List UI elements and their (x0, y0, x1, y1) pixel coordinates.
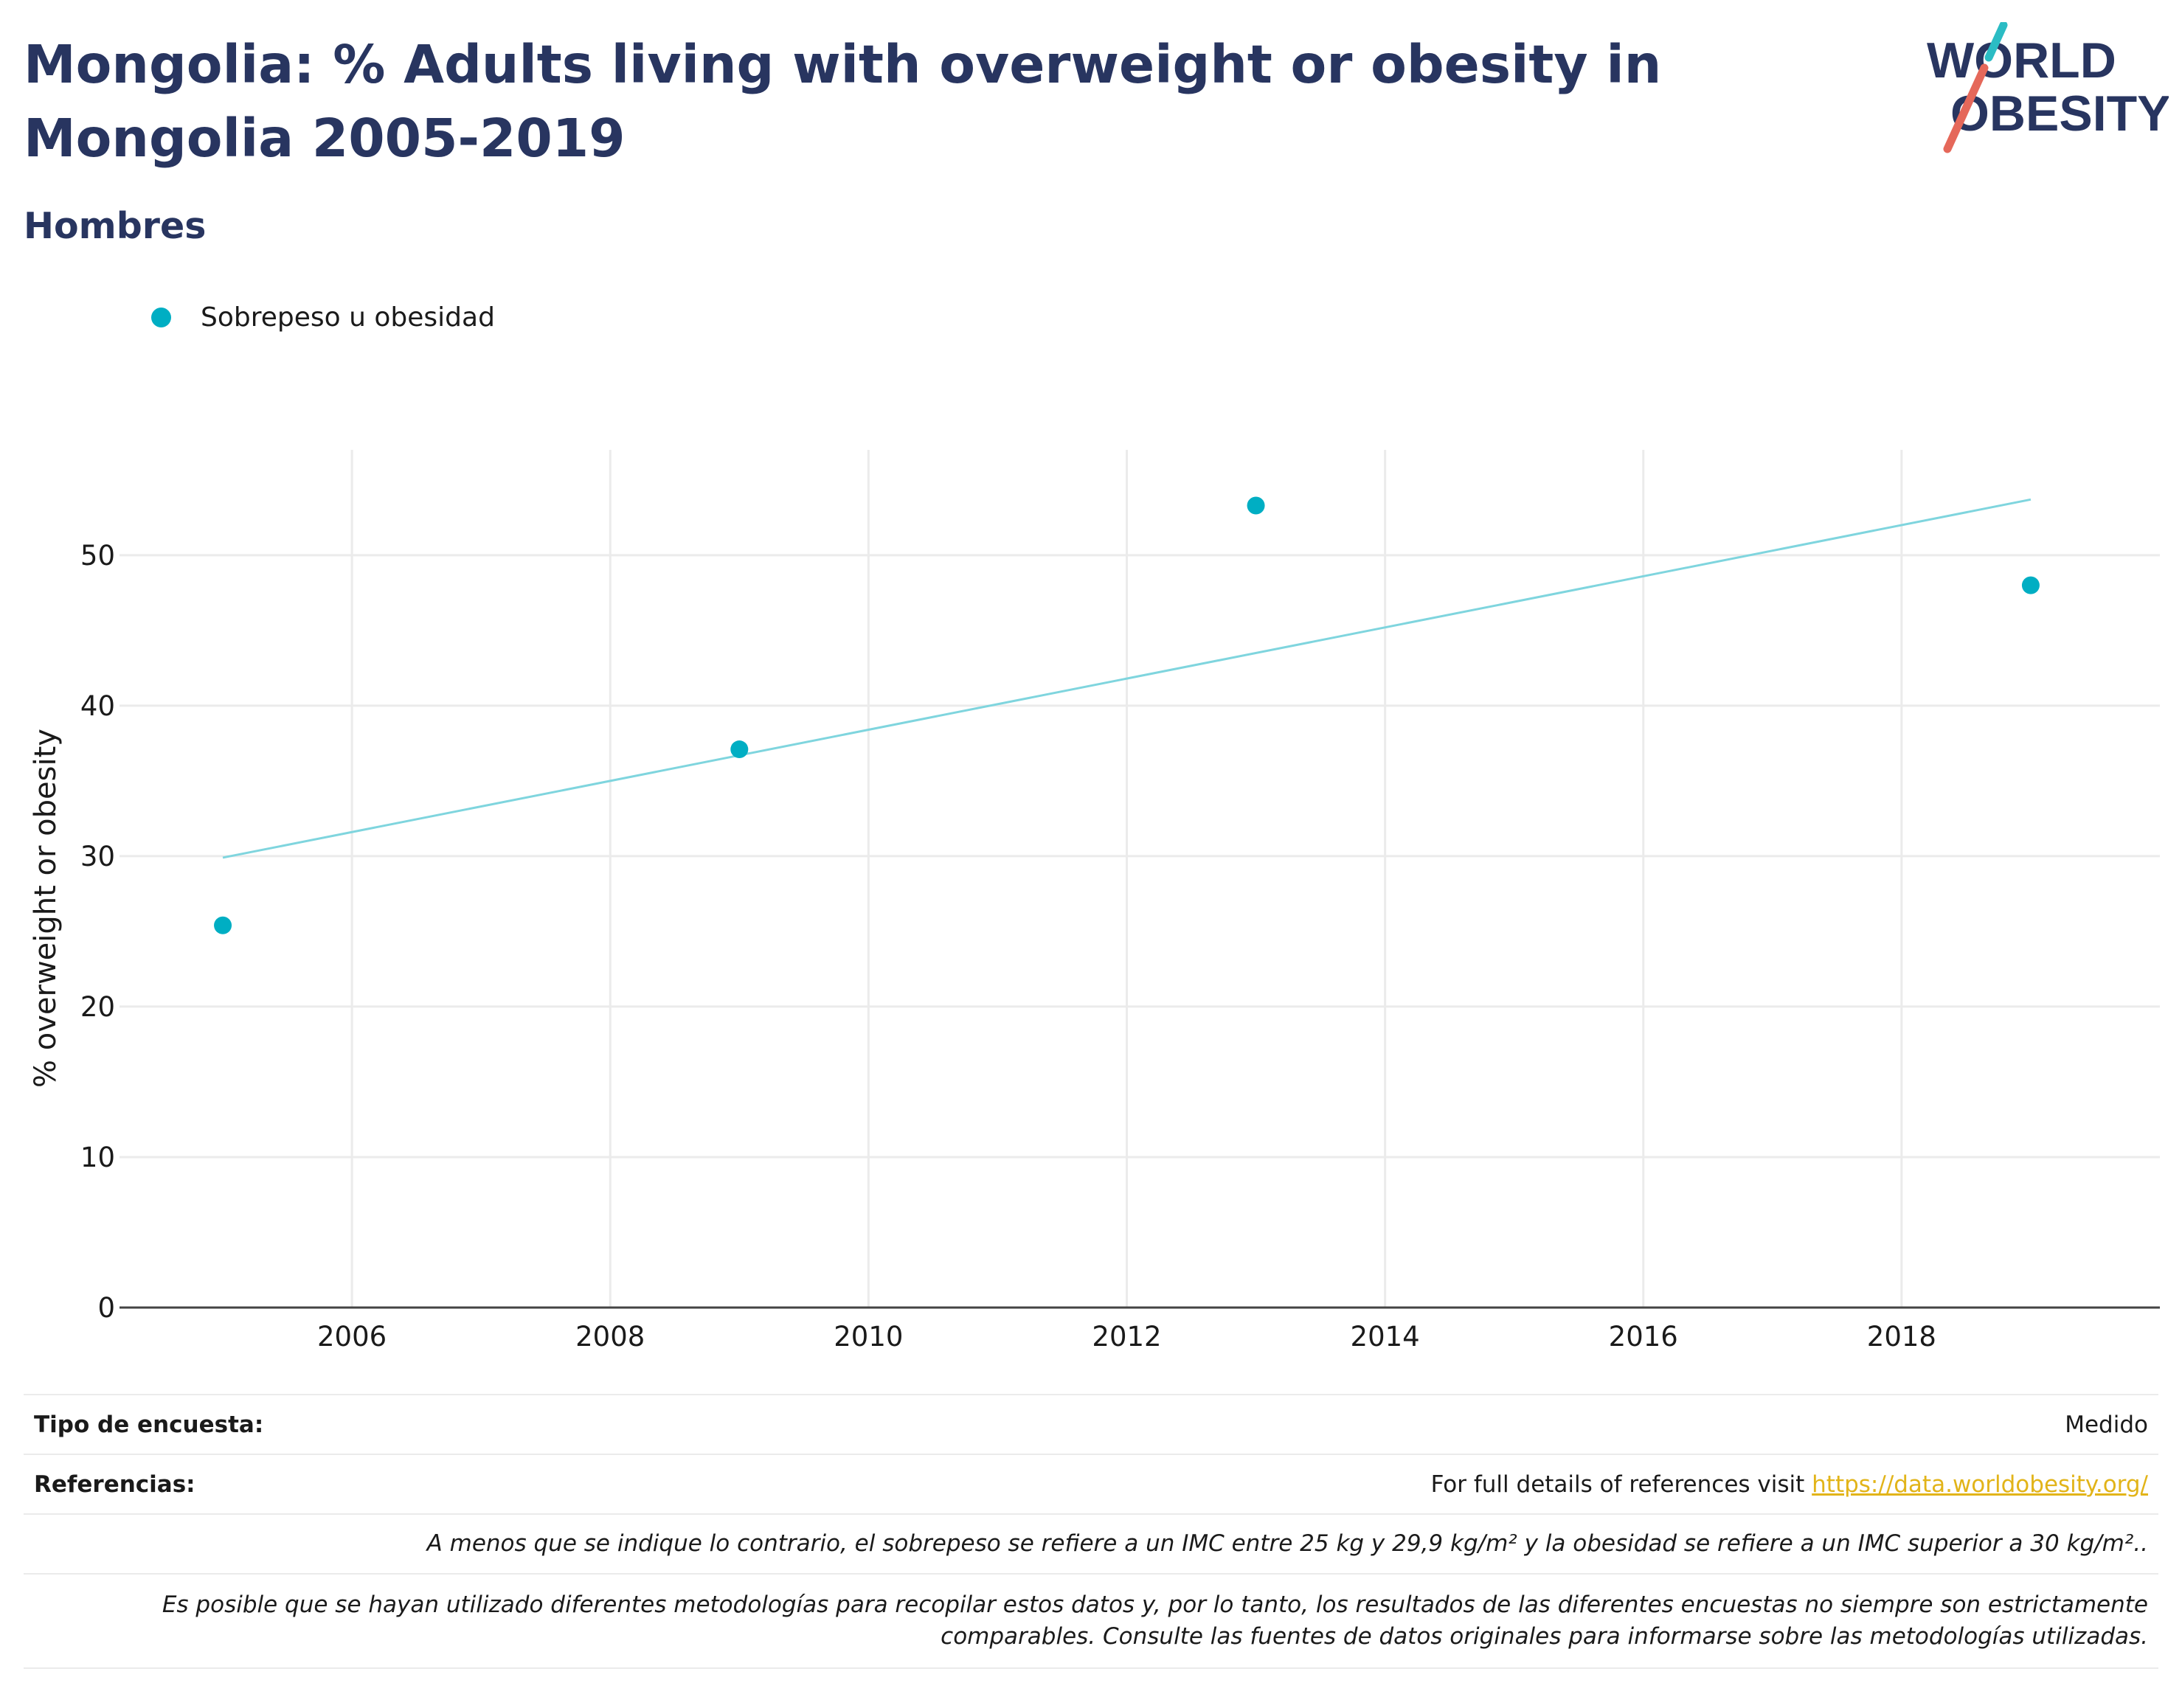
x-tick-label-2016: 2016 (1609, 1321, 1678, 1353)
references-link[interactable]: https://data.worldobesity.org/ (1812, 1471, 2148, 1498)
survey-type-row: Tipo de encuesta: Medido (24, 1394, 2158, 1454)
x-tick-label-2008: 2008 (575, 1321, 645, 1353)
references-text: For full details of references visit (1430, 1471, 1812, 1498)
legend-marker (151, 307, 171, 327)
logo-line1: WORLD (1927, 32, 2116, 88)
logo-slash-top (1984, 22, 2008, 62)
y-axis-label: % overweight or obesity (29, 729, 63, 1088)
methodology-note: Es posible que se hayan utilizado difere… (24, 1573, 2158, 1669)
x-tick-label-2018: 2018 (1867, 1321, 1936, 1353)
page-subtitle: Hombres (24, 205, 207, 247)
data-point-2013 (1247, 496, 1265, 515)
y-tick-label-20: 20 (80, 991, 115, 1023)
references-label: Referencias: (24, 1454, 564, 1514)
logo-line2: OBESITY (1950, 86, 2169, 142)
y-tick-label-40: 40 (80, 690, 115, 722)
methodology-note-line2: comparables. Consulte las fuentes de dat… (941, 1623, 2148, 1650)
references-value: For full details of references visit htt… (564, 1454, 2158, 1514)
survey-type-label: Tipo de encuesta: (24, 1394, 564, 1454)
page-title: Mongolia: % Adults living with overweigh… (24, 34, 1662, 169)
data-point-2019 (2021, 576, 2040, 594)
survey-type-value: Medido (564, 1394, 2158, 1454)
data-point-2009 (730, 740, 749, 759)
legend[interactable]: Sobrepeso u obesidad (151, 295, 495, 339)
x-tick-label-2010: 2010 (834, 1321, 903, 1353)
methodology-note-row: Es posible que se hayan utilizado difere… (24, 1573, 2158, 1669)
world-obesity-logo: WORLD OBESITY (1927, 22, 2169, 153)
info-table: Tipo de encuesta: Medido Referencias: Fo… (24, 1394, 2158, 1669)
trend-line (222, 498, 2032, 859)
x-tick-label-2006: 2006 (317, 1321, 387, 1353)
x-tick-label-2012: 2012 (1092, 1321, 1161, 1353)
definition-note-row: A menos que se indique lo contrario, el … (24, 1513, 2158, 1574)
scatter-chart: 2006 2008 2010 2012 2014 2016 2018 0 10 20 30 40 50%… (29, 450, 2160, 1353)
definition-note: A menos que se indique lo contrario, el … (24, 1513, 2158, 1574)
references-row: Referencias: For full details of referen… (24, 1454, 2158, 1514)
y-tick-label-10: 10 (80, 1142, 115, 1173)
y-tick-label-50: 50 (80, 540, 115, 572)
legend-label: Sobrepeso u obesidad (201, 302, 495, 333)
x-tick-label-2014: 2014 (1351, 1321, 1420, 1353)
data-point-2005 (214, 916, 232, 934)
logo-slash-bottom (1943, 63, 1989, 153)
methodology-note-line1: Es posible que se hayan utilizado difere… (162, 1591, 2148, 1618)
y-tick-label-30: 30 (80, 841, 115, 872)
y-tick-label-0: 0 (97, 1292, 115, 1324)
